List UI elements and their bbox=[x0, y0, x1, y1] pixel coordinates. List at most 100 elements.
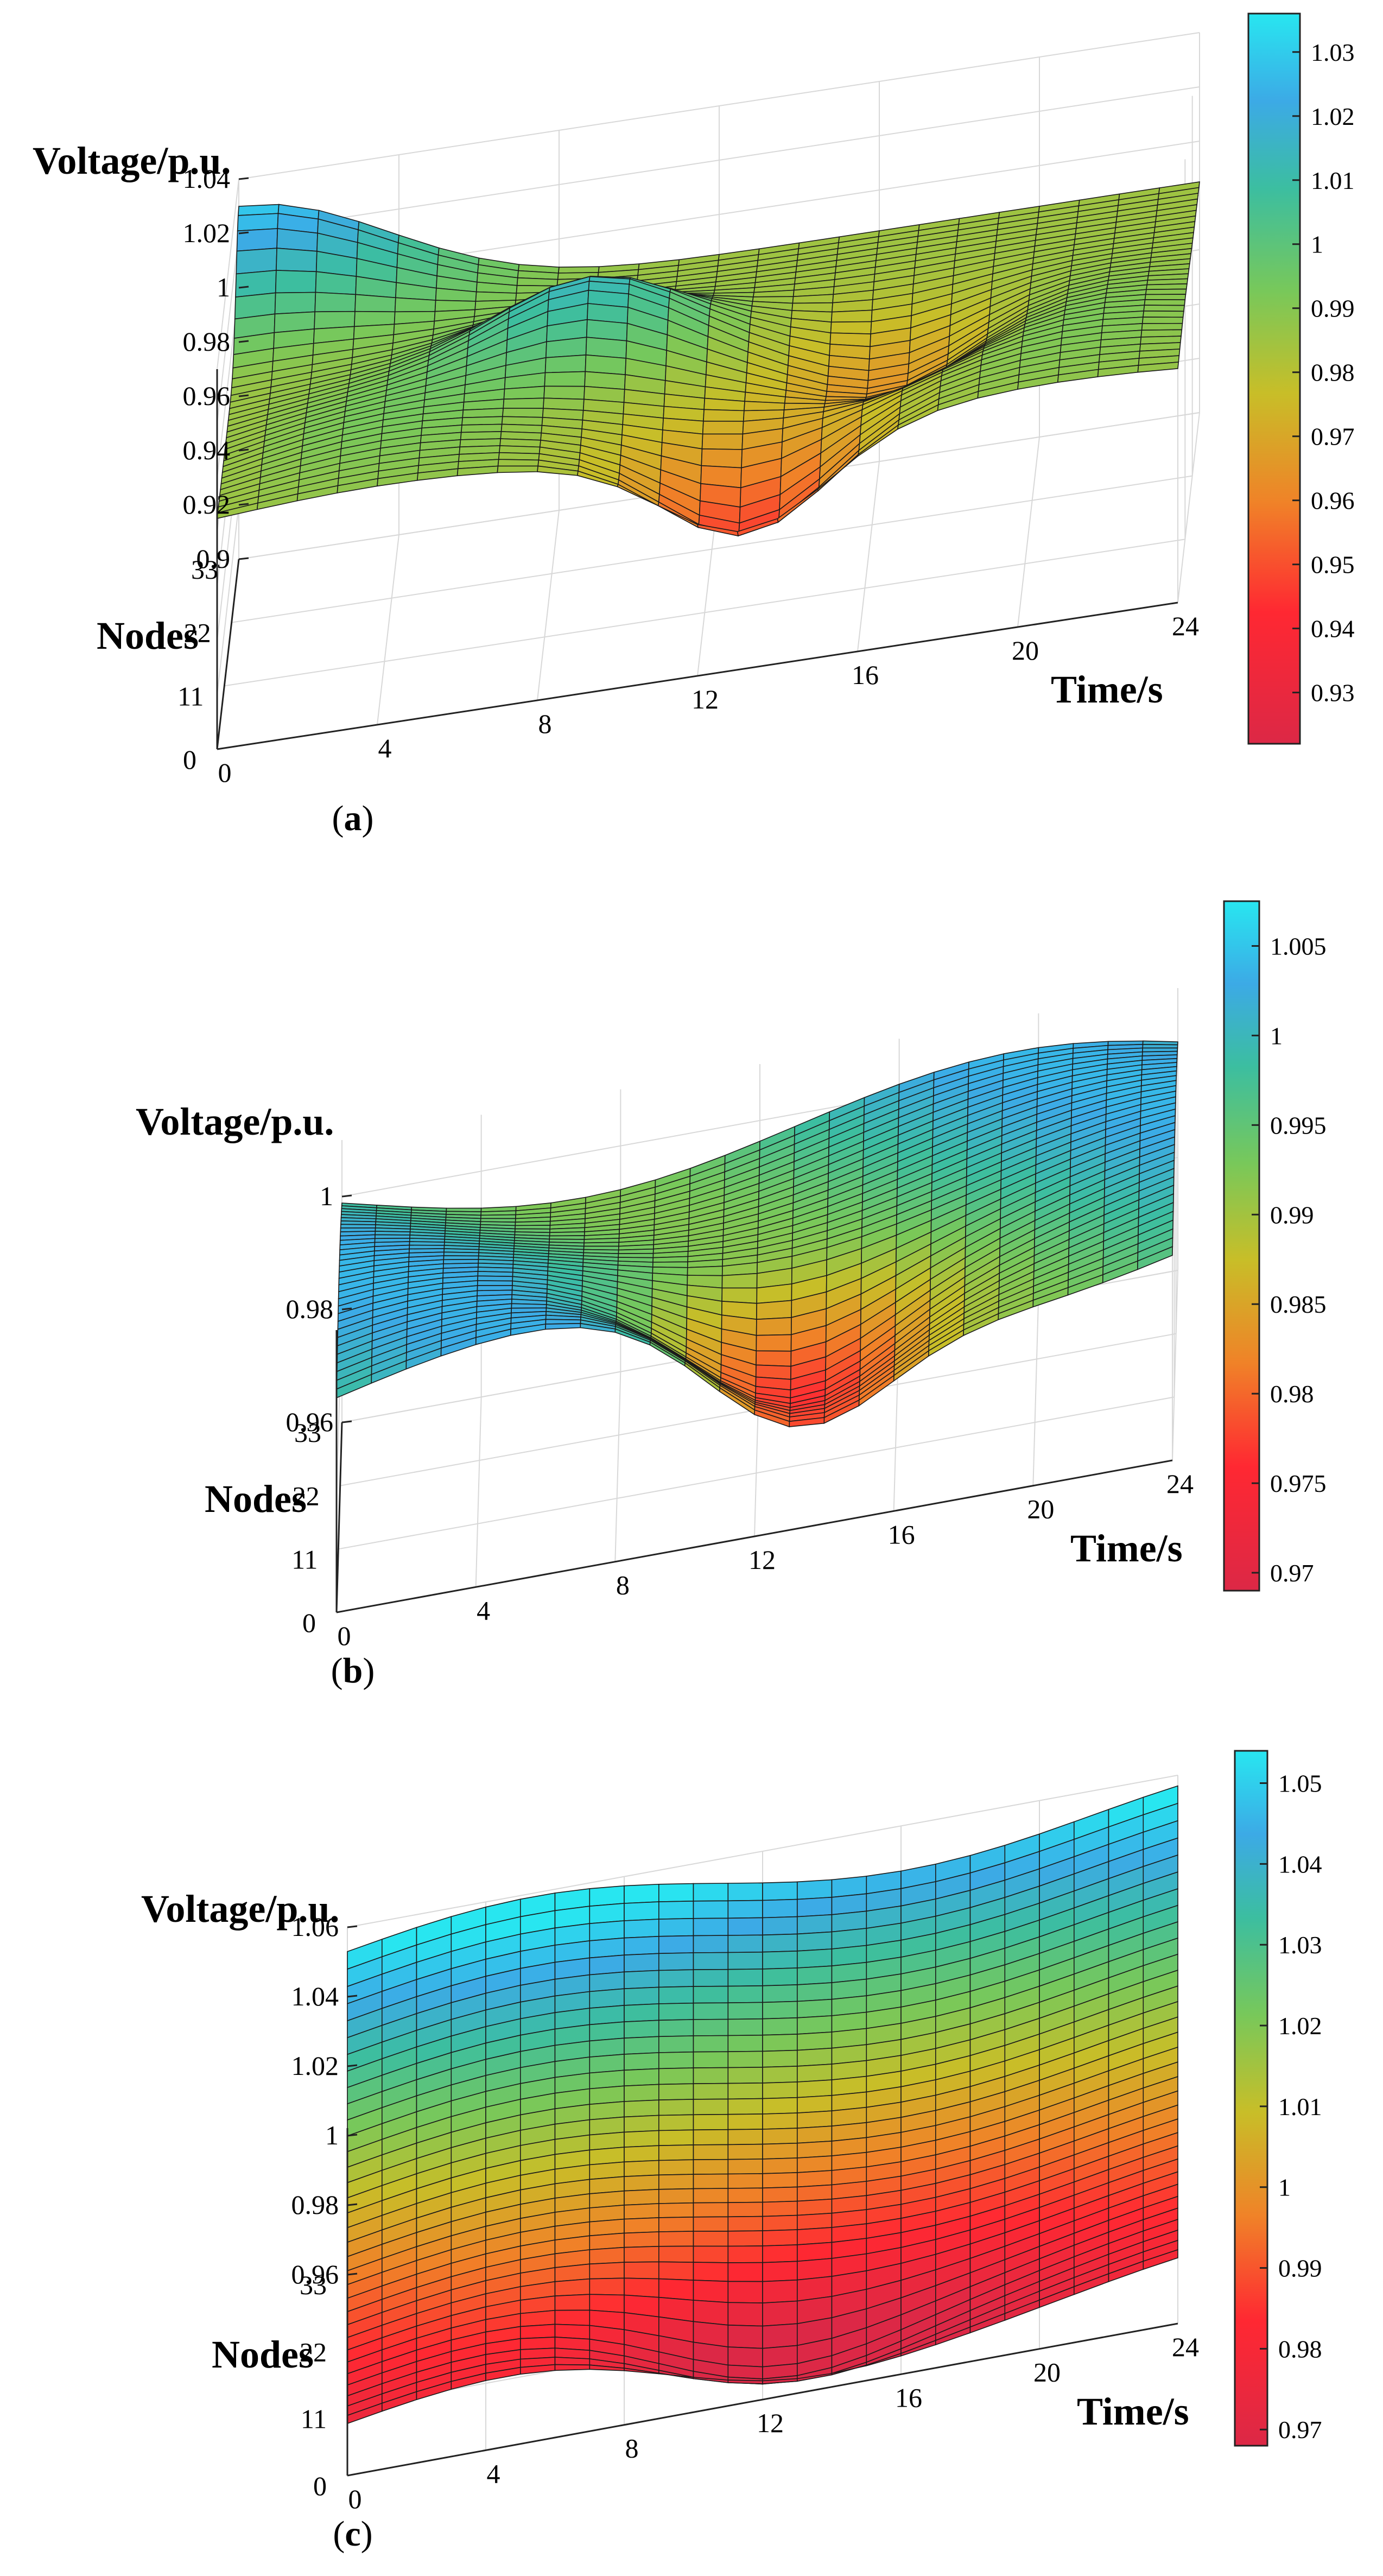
z-tick bbox=[238, 503, 249, 506]
surface-patch bbox=[762, 1967, 798, 1986]
surface-patch bbox=[762, 2279, 798, 2303]
surface-patch bbox=[554, 2357, 591, 2366]
z-tick bbox=[238, 448, 249, 452]
colorbar-tick-label: 0.985 bbox=[1270, 1290, 1327, 1318]
z-tick bbox=[347, 2273, 358, 2276]
surface-patch bbox=[693, 2018, 729, 2036]
surface-patch bbox=[727, 1917, 763, 1936]
surface-patch bbox=[624, 2115, 659, 2133]
surface-patch bbox=[236, 228, 278, 252]
surface-patch bbox=[727, 2002, 763, 2020]
colorbar-tick-label: 1 bbox=[1278, 2174, 1291, 2201]
surface-chart-a: 0.90.920.940.960.9811.021.04011223304812… bbox=[33, 12, 1355, 788]
colorbar-tick-label: 0.96 bbox=[1311, 487, 1355, 515]
colorbar-tick-label: 0.95 bbox=[1311, 551, 1355, 579]
surface-patch bbox=[727, 2245, 763, 2263]
surface-patch bbox=[797, 2198, 833, 2216]
surface-patch bbox=[658, 2188, 694, 2204]
surface-patch bbox=[762, 2017, 798, 2036]
surface-patch bbox=[554, 2294, 591, 2311]
floor-gridline bbox=[857, 461, 880, 652]
surface-patch bbox=[460, 423, 503, 433]
z-axis-label: Voltage/p.u. bbox=[33, 139, 231, 182]
surface-patch bbox=[762, 2157, 798, 2174]
surface-patch bbox=[762, 1881, 798, 1901]
z-tick-label: 1.02 bbox=[183, 218, 231, 248]
surface-patch bbox=[1144, 299, 1186, 306]
surface-patch bbox=[544, 354, 587, 374]
surface-patch bbox=[693, 2051, 729, 2068]
surface-patch bbox=[797, 1965, 833, 1985]
surface-patch bbox=[658, 2144, 694, 2161]
surface-patch bbox=[589, 1920, 625, 1941]
surface-patch bbox=[624, 2160, 659, 2178]
colorbar bbox=[1223, 900, 1260, 1592]
surface-patch bbox=[589, 2037, 625, 2058]
surface-patch bbox=[727, 2346, 763, 2368]
surface-patch bbox=[797, 2110, 833, 2129]
surface-patch bbox=[589, 1988, 625, 2009]
surface-patch bbox=[658, 2245, 694, 2263]
surface-patch bbox=[762, 2034, 798, 2052]
surface-patch bbox=[693, 2280, 729, 2303]
surface-patch bbox=[727, 2034, 763, 2053]
colorbar-tick-label: 1.04 bbox=[1278, 1850, 1322, 1878]
surface-patch bbox=[658, 1917, 694, 1937]
z-axis-label: Voltage/p.u. bbox=[136, 1100, 334, 1143]
surface-patch bbox=[762, 2214, 798, 2231]
surface-patch bbox=[727, 2379, 763, 2384]
surface-patch bbox=[503, 397, 544, 409]
surface-patch bbox=[727, 2302, 763, 2327]
surface-patch bbox=[583, 1242, 620, 1247]
z-tick-label: 1.04 bbox=[291, 1981, 339, 2011]
surface-patch bbox=[658, 2261, 694, 2281]
node-tick-label: 0 bbox=[183, 744, 196, 775]
z-tick-label: 0.9 bbox=[196, 543, 231, 574]
node-axis-label: Nodes bbox=[97, 614, 199, 657]
z-tick-label: 0.96 bbox=[286, 1407, 334, 1437]
time-tick-label: 20 bbox=[1027, 1494, 1054, 1524]
surface-patch bbox=[693, 2262, 729, 2282]
floor-gridline bbox=[1177, 412, 1200, 603]
surface-patch bbox=[658, 2067, 694, 2085]
colorbar-tick-label: 0.995 bbox=[1270, 1111, 1327, 1139]
surface-patch bbox=[693, 1900, 729, 1919]
colorbar-tick-label: 0.975 bbox=[1270, 1470, 1327, 1497]
surface-patch bbox=[797, 2094, 833, 2113]
surface-patch bbox=[658, 2216, 694, 2232]
axes bbox=[335, 1194, 1173, 1613]
surface-patch bbox=[762, 2142, 798, 2160]
surface-patch bbox=[727, 2201, 763, 2218]
surface-patch bbox=[1144, 294, 1187, 301]
z-tick bbox=[341, 1307, 352, 1311]
colorbar bbox=[1247, 12, 1301, 745]
surface-patch bbox=[314, 292, 357, 313]
axes bbox=[346, 1925, 1178, 2477]
time-tick-label: 16 bbox=[852, 660, 879, 690]
colorbar bbox=[1234, 1750, 1268, 2447]
surface-patch bbox=[687, 1265, 723, 1276]
z-tick bbox=[238, 394, 249, 397]
floor-gridline bbox=[377, 534, 399, 725]
surface-patch bbox=[693, 2083, 729, 2100]
surface-patch bbox=[727, 2216, 763, 2232]
surface-patch bbox=[727, 1882, 763, 1902]
z-tick bbox=[238, 286, 249, 289]
surface-patch bbox=[624, 1953, 659, 1973]
surface-patch bbox=[693, 2173, 729, 2189]
surface-patch bbox=[797, 2015, 833, 2035]
surface-patch bbox=[314, 311, 356, 330]
colorbar-tick-label: 0.98 bbox=[1311, 359, 1355, 387]
surface-patch bbox=[652, 1256, 689, 1263]
surface-patch bbox=[727, 2159, 763, 2175]
z-tick bbox=[341, 1194, 352, 1198]
panel-c: 0.96 0.98 1 1.02 1.04 1.06 0 11 22 33 0 4 8 12 16 20 24 V… bbox=[0, 1726, 1383, 2573]
time-tick-label: 0 bbox=[218, 757, 232, 788]
colorbar-tick-label: 0.98 bbox=[1270, 1380, 1314, 1408]
node-tick-label: 11 bbox=[177, 681, 204, 711]
surface-patch bbox=[624, 2020, 659, 2039]
surface-patch bbox=[797, 2079, 833, 2098]
surface-patch bbox=[652, 1261, 688, 1268]
time-axis-line bbox=[347, 2322, 1178, 2477]
time-axis-line bbox=[217, 602, 1178, 750]
